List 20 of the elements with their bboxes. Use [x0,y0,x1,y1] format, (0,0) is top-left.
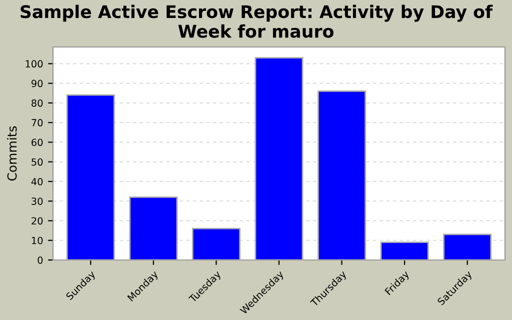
y-axis-title: Commits [7,126,17,181]
chart-title: Sample Active Escrow Report: Activity by Day of Week for mauro [20,4,493,38]
y-tick-label: 10 [32,236,43,244]
y-tick-label: 50 [32,158,43,166]
bar [129,196,178,260]
bar [192,228,240,260]
bar [254,57,304,260]
y-tick-label: 70 [32,119,43,126]
y-tick-label: 30 [32,198,43,205]
y-tick-label: 80 [32,99,43,107]
y-tick-label: 60 [32,138,43,146]
bar [443,234,492,260]
bar [66,94,115,260]
bar [318,90,366,260]
bar [380,242,429,260]
y-tick-label: 100 [26,60,43,68]
y-tick-label: 40 [31,178,43,186]
y-tick-label: 90 [32,80,43,88]
y-tick-label: 0 [38,256,43,264]
y-tick-label: 20 [32,217,43,225]
